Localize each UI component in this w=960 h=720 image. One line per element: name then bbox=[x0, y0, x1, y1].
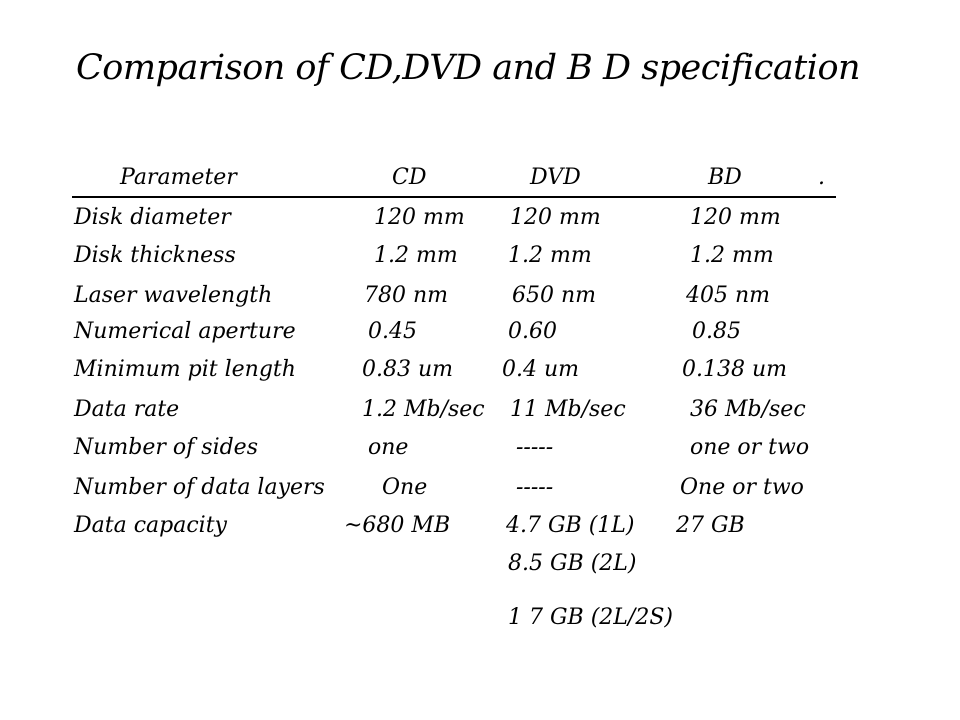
row-parameter: Numerical aperture bbox=[74, 319, 296, 344]
row-parameter: Data rate bbox=[74, 397, 180, 422]
row-parameter: Data capacity bbox=[74, 513, 227, 538]
row-dvd-value: 0.60 bbox=[508, 319, 557, 344]
row-dvd-value: 650 nm bbox=[512, 283, 597, 308]
row-dvd-value: 4.7 GB (1L) bbox=[506, 513, 635, 538]
header-end-mark: . bbox=[818, 165, 825, 190]
row-cd-value: ~680 MB bbox=[344, 513, 451, 538]
row-cd-value: one bbox=[368, 435, 409, 460]
row-bd-value: one or two bbox=[690, 435, 810, 460]
row-bd-value: 0.138 um bbox=[682, 357, 788, 382]
row-cd-value: 0.45 bbox=[368, 319, 417, 344]
row-cd-value: 0.83 um bbox=[362, 357, 454, 382]
row-cd-value: One bbox=[382, 475, 428, 500]
row-bd-value: 1.2 mm bbox=[690, 243, 774, 268]
header-underline bbox=[72, 196, 836, 198]
dvd-capacity-2l: 8.5 GB (2L) bbox=[508, 551, 637, 576]
row-cd-value: 1.2 Mb/sec bbox=[362, 397, 485, 422]
row-cd-value: 780 nm bbox=[364, 283, 449, 308]
row-dvd-value: ----- bbox=[516, 475, 554, 500]
slide-title: Comparison of CD,DVD and B D specificati… bbox=[76, 48, 861, 88]
dvd-capacity-2l2s: 1 7 GB (2L/2S) bbox=[508, 605, 673, 630]
row-cd-value: 1.2 mm bbox=[374, 243, 458, 268]
row-bd-value: 120 mm bbox=[690, 205, 781, 230]
row-dvd-value: 11 Mb/sec bbox=[510, 397, 626, 422]
row-bd-value: 27 GB bbox=[676, 513, 745, 538]
row-dvd-value: 1.2 mm bbox=[508, 243, 592, 268]
header-dvd: DVD bbox=[530, 165, 581, 190]
row-parameter: Number of sides bbox=[74, 435, 258, 460]
row-parameter: Disk thickness bbox=[74, 243, 236, 268]
row-cd-value: 120 mm bbox=[374, 205, 465, 230]
row-parameter: Laser wavelength bbox=[74, 283, 273, 308]
row-dvd-value: ----- bbox=[516, 435, 554, 460]
row-dvd-value: 120 mm bbox=[510, 205, 601, 230]
row-dvd-value: 0.4 um bbox=[502, 357, 580, 382]
header-bd: BD bbox=[708, 165, 742, 190]
row-bd-value: 36 Mb/sec bbox=[690, 397, 806, 422]
row-parameter: Minimum pit length bbox=[74, 357, 296, 382]
row-bd-value: One or two bbox=[680, 475, 804, 500]
row-bd-value: 405 nm bbox=[686, 283, 771, 308]
row-parameter: Number of data layers bbox=[74, 475, 325, 500]
row-bd-value: 0.85 bbox=[692, 319, 741, 344]
header-cd: CD bbox=[392, 165, 427, 190]
row-parameter: Disk diameter bbox=[74, 205, 231, 230]
header-parameter: Parameter bbox=[120, 165, 237, 190]
